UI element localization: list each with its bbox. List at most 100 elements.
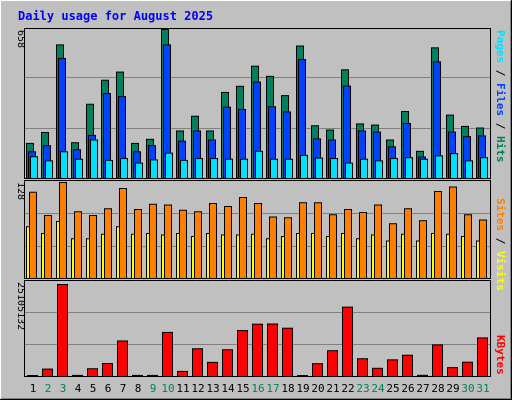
day-label-17: 17 bbox=[266, 382, 279, 395]
day-label-6: 6 bbox=[105, 382, 112, 395]
sites-bar-4 bbox=[74, 211, 82, 279]
kbytes-bar-14 bbox=[222, 349, 233, 378]
top-max-label: 658 bbox=[15, 30, 26, 48]
pages-bar-13 bbox=[210, 158, 218, 180]
day-label-12: 12 bbox=[191, 382, 204, 395]
sites-bar-12 bbox=[194, 211, 202, 279]
pages-bar-26 bbox=[405, 157, 413, 180]
pages-bar-14 bbox=[225, 158, 233, 179]
day-label-20: 20 bbox=[311, 382, 324, 395]
sites-bar-8 bbox=[134, 209, 142, 279]
kbytes-bar-6 bbox=[102, 362, 113, 378]
pages-bar-7 bbox=[120, 158, 128, 180]
day-label-11: 11 bbox=[176, 382, 189, 395]
pages-bar-24 bbox=[375, 160, 383, 180]
kbytes-bar-15 bbox=[237, 330, 248, 377]
sites-bar-23 bbox=[359, 212, 367, 279]
pages-bar-15 bbox=[240, 158, 248, 179]
sites-bar-27 bbox=[419, 220, 427, 279]
day-label-25: 25 bbox=[386, 382, 399, 395]
sites-bar-18 bbox=[284, 217, 292, 279]
bottom-bars bbox=[27, 284, 488, 378]
day-label-26: 26 bbox=[401, 382, 414, 395]
pages-bar-2 bbox=[45, 160, 53, 180]
day-label-29: 29 bbox=[446, 382, 459, 395]
legend-part-0: Sites bbox=[494, 198, 507, 231]
sites-bar-28 bbox=[434, 191, 442, 279]
day-label-8: 8 bbox=[135, 382, 142, 395]
sites-bar-13 bbox=[209, 203, 217, 279]
pages-bar-5 bbox=[90, 139, 98, 180]
day-label-10: 10 bbox=[161, 382, 174, 395]
sites-bar-10 bbox=[164, 204, 172, 279]
day-label-16: 16 bbox=[251, 382, 264, 395]
middle-bars bbox=[26, 182, 487, 279]
pages-bar-28 bbox=[435, 155, 443, 179]
bottom-max-label: 25105132 bbox=[15, 282, 26, 330]
pages-bar-12 bbox=[195, 158, 203, 180]
pages-bar-11 bbox=[180, 159, 188, 179]
kbytes-bar-13 bbox=[207, 361, 218, 377]
kbytes-bar-29 bbox=[447, 367, 458, 377]
legend-part-2: Visits bbox=[494, 251, 507, 291]
day-label-18: 18 bbox=[281, 382, 294, 395]
top-bars bbox=[26, 29, 488, 180]
kbytes-bar-27 bbox=[417, 374, 428, 378]
kbytes-bar-8 bbox=[132, 374, 143, 378]
day-label-15: 15 bbox=[236, 382, 249, 395]
sites-bar-1 bbox=[29, 191, 37, 279]
sites-bar-31 bbox=[479, 219, 487, 279]
kbytes-bar-21 bbox=[327, 350, 338, 377]
top-series-legend: Pages / Files / Hits bbox=[494, 30, 507, 163]
pages-bar-17 bbox=[270, 158, 278, 179]
kbytes-bar-22 bbox=[342, 306, 353, 378]
sites-bar-2 bbox=[44, 215, 52, 279]
day-label-14: 14 bbox=[221, 382, 235, 395]
pages-bar-3 bbox=[60, 151, 68, 179]
kbytes-bar-10 bbox=[162, 331, 173, 377]
kbytes-bar-2 bbox=[42, 368, 53, 377]
sites-bar-19 bbox=[299, 202, 307, 279]
sites-bar-16 bbox=[254, 203, 262, 279]
sites-bar-6 bbox=[104, 208, 112, 279]
sites-bar-14 bbox=[224, 206, 232, 279]
kbytes-bar-20 bbox=[312, 363, 323, 378]
kbytes-bar-31 bbox=[477, 337, 488, 377]
pages-bar-9 bbox=[150, 159, 158, 179]
day-label-1: 1 bbox=[30, 382, 37, 395]
kbytes-bar-25 bbox=[387, 359, 398, 377]
kbytes-bar-18 bbox=[282, 327, 293, 378]
pages-bar-16 bbox=[255, 150, 263, 180]
middle-series-legend: Sites / Visits bbox=[494, 198, 507, 291]
pages-bar-25 bbox=[390, 158, 398, 180]
legend-part-1: / bbox=[494, 231, 507, 251]
kbytes-bar-23 bbox=[357, 358, 368, 378]
pages-bar-4 bbox=[75, 158, 83, 179]
kbytes-bar-24 bbox=[372, 367, 383, 378]
sites-bar-26 bbox=[404, 208, 412, 279]
chart-title: Daily usage for August 2025 bbox=[18, 9, 213, 23]
sites-bar-25 bbox=[389, 223, 397, 279]
pages-bar-29 bbox=[450, 153, 458, 180]
day-labels: 1 2 3 4 5 6 7 8 9 10 11 12 13 14 15 16 17 18 19 20 21 22 23 24 2… bbox=[30, 382, 490, 395]
kbytes-bar-5 bbox=[87, 368, 98, 378]
sites-bar-3 bbox=[59, 182, 67, 279]
kbytes-bar-17 bbox=[267, 323, 278, 377]
legend-part-0: Pages bbox=[494, 30, 507, 63]
legend-part-1: / bbox=[494, 63, 507, 83]
pages-bar-18 bbox=[285, 158, 293, 179]
day-label-23: 23 bbox=[356, 382, 369, 395]
day-label-4: 4 bbox=[75, 382, 82, 395]
day-label-7: 7 bbox=[120, 382, 127, 395]
day-label-24: 24 bbox=[371, 382, 385, 395]
pages-bar-30 bbox=[465, 160, 473, 180]
sites-bar-30 bbox=[464, 214, 472, 279]
kbytes-bar-30 bbox=[462, 361, 473, 377]
day-label-22: 22 bbox=[341, 382, 354, 395]
day-label-2: 2 bbox=[45, 382, 52, 395]
pages-bar-10 bbox=[165, 152, 173, 179]
middle-max-label: 128 bbox=[15, 182, 26, 200]
pages-bar-22 bbox=[345, 162, 353, 179]
kbytes-bar-4 bbox=[72, 374, 83, 378]
